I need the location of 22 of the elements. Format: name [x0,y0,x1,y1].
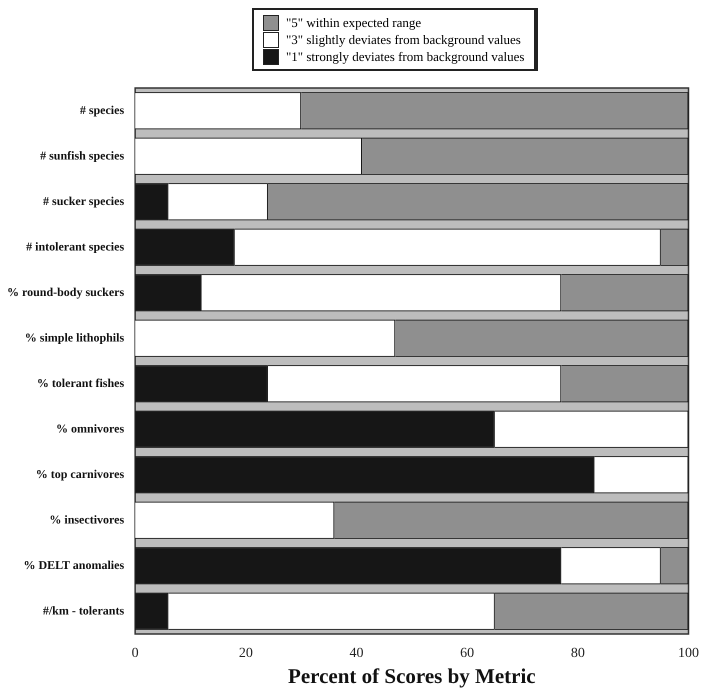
x-tick-label: 20 [238,646,253,662]
legend-label: "3" slightly deviates from background values [286,31,521,48]
y-tick-label: # species [80,102,124,117]
y-tick-label: % tolerant fishes [36,376,124,390]
y-tick-label: % round-body suckers [7,284,124,299]
x-axis-title: Percent of Scores by Metric [288,664,536,688]
x-tick-label: 100 [678,646,699,662]
y-tick-label: # sucker species [43,194,124,208]
legend-label: "1" strongly deviates from background values [286,48,524,65]
y-tick-label: #/km - tolerants [42,603,124,618]
y-tick-label: % DELT anomalies [23,558,124,572]
x-tick-label: 60 [460,646,474,662]
y-tick-label: % omnivores [56,421,124,436]
x-tick-label: 0 [132,646,139,662]
x-tick-label: 80 [570,646,585,662]
y-tick-label: % top carnivores [36,466,124,481]
legend-label: "5" within expected range [286,14,422,31]
x-tick-label: 40 [349,646,364,662]
y-tick-label: # intolerant species [26,239,124,254]
y-tick-label: % simple lithophils [24,330,124,344]
y-tick-label: % insectivores [49,512,124,526]
y-tick-label: # sunfish species [40,148,124,162]
